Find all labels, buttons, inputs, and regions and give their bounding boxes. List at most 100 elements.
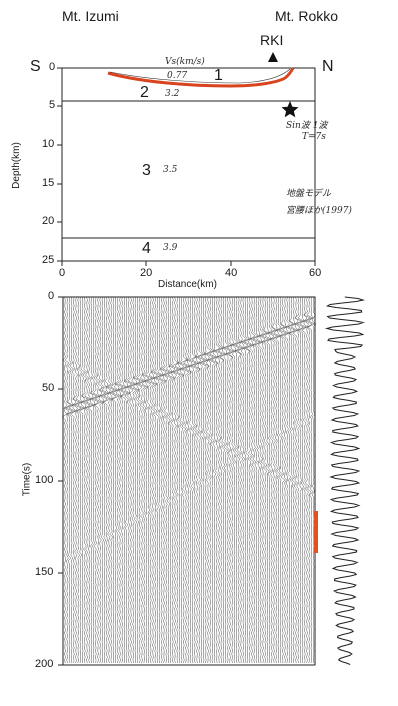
trace-line [222,296,230,664]
station-triangle-icon [268,52,278,62]
trace-line [296,296,305,664]
model-ytick-20: 20 [42,215,55,227]
trace-line [158,296,166,664]
trace-line [160,296,167,664]
trace-line [127,296,135,664]
trace-line [215,296,223,664]
model-xtick-0: 0 [59,267,66,279]
vs-label: Vs(km/s) [165,57,205,67]
seis-y-axis-label: Time(s) [21,462,33,497]
trace-line [80,296,89,664]
trace-line [178,296,185,664]
layer-1-number: 1 [214,67,223,84]
trace-line [116,296,124,664]
seismogram-y-ticks [58,296,63,666]
trace-line [76,296,85,664]
trace-line [176,296,184,664]
trace-line [72,296,80,664]
trace-line [155,296,164,664]
layer-4-vs: 3.9 [163,243,178,253]
model-ytick-10: 10 [42,138,55,150]
trace-line [287,296,296,664]
trace-line [132,296,139,664]
trace-line [303,296,311,664]
trace-line [70,296,77,664]
seis-ytick-150: 150 [35,566,54,578]
trace-line [240,296,247,664]
trace-line [151,296,159,664]
trace-line [278,297,287,663]
source-note-line2: T=7s [302,132,326,142]
trace-line [305,296,313,664]
trace-line [107,296,115,664]
trace-line [217,296,226,664]
station-waveform [324,296,366,666]
source-note-line1: Sin波 1波 [286,121,328,131]
trace-line [103,296,111,664]
trace-line [120,296,129,664]
trace-line [111,296,120,664]
layer-2-vs: 3.2 [165,89,180,99]
trace-line [153,296,162,664]
trace-line [283,296,290,664]
trace-line [124,296,133,664]
trace-line [213,296,221,664]
trace-line [196,296,203,664]
north-label: N [322,58,334,75]
seismogram-frame [62,296,316,666]
trace-line [241,296,250,664]
trace-line [301,296,308,664]
trace-line [136,296,144,664]
trace-line [169,296,176,664]
model-x-axis-label: Distance(km) [158,279,217,290]
trace-line [138,296,146,664]
trace-line [97,296,104,664]
trace-line [182,296,190,664]
ref-note-line2: 宮腰ほか(1997) [286,206,352,216]
model-xtick-20: 20 [140,267,153,279]
trace-line [105,296,113,664]
trace-line [228,296,236,664]
trace-line [252,296,261,664]
station-label: RKI [260,32,284,48]
trace-line [188,296,197,664]
trace-line [202,296,210,664]
trace-line [118,296,127,664]
trace-line [141,296,148,664]
mt-izumi-label: Mt. Izumi [62,8,119,24]
trace-line [85,296,94,664]
seis-ytick-100: 100 [35,474,54,486]
model-ytick-15: 15 [42,177,55,189]
trace-line [235,296,243,664]
trace-line [289,296,298,664]
trace-line [146,296,155,664]
seis-ytick-50: 50 [42,382,55,394]
trace-line [87,296,95,664]
trace-line [204,296,212,664]
trace-line [133,296,141,664]
trace-line [193,296,201,664]
trace-line [254,296,263,664]
trace-line [206,296,214,664]
layer-3-number: 3 [142,162,151,179]
trace-line [210,296,219,664]
trace-line [243,296,252,664]
trace-line [129,296,138,664]
trace-line [294,296,303,664]
trace-line [197,296,206,664]
trace-line [164,296,172,664]
trace-line [74,296,82,664]
trace-line [173,296,181,664]
trace-line [298,296,307,664]
model-xtick-40: 40 [225,267,238,279]
trace-line [250,296,259,664]
layer-2-number: 2 [140,84,149,101]
trace-line [272,296,280,664]
trace-line [281,296,289,664]
south-label: S [30,58,41,75]
mt-rokko-label: Mt. Rokko [275,8,339,24]
model-xtick-60: 60 [309,267,322,279]
trace-line [277,296,285,664]
trace-line [150,296,157,664]
time-window-highlight-bar [314,511,318,553]
